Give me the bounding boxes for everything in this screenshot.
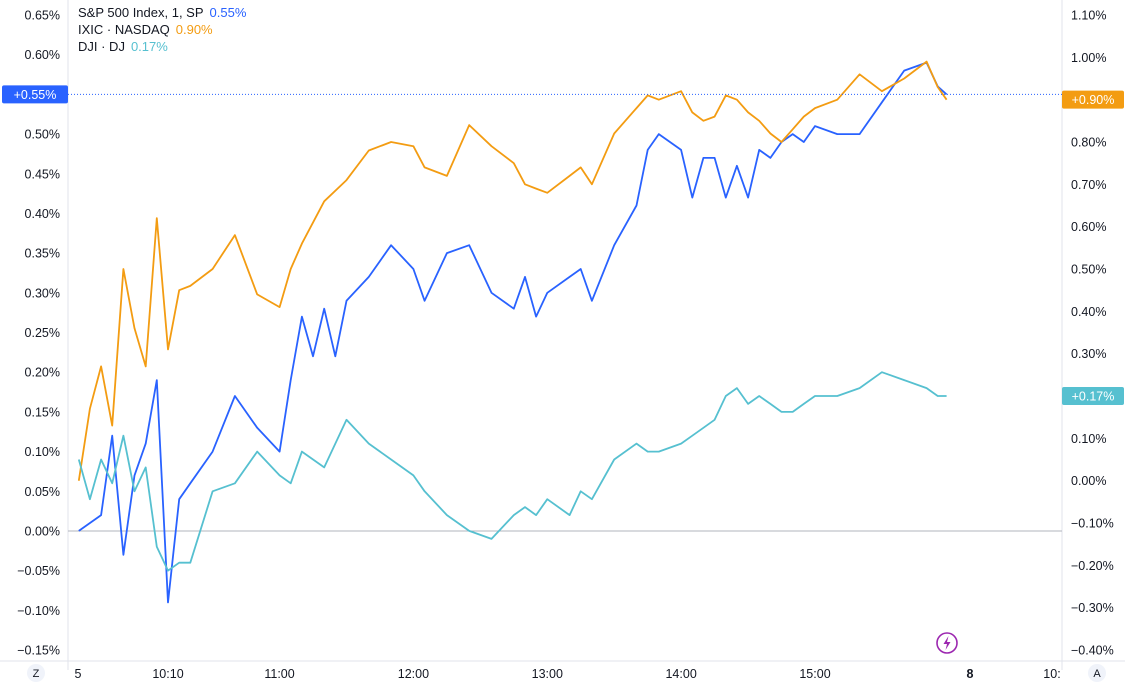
x-tick-label: 12:00 (398, 667, 429, 681)
x-tick-label: 10: (1043, 667, 1060, 681)
y-left-tick-label: 0.35% (25, 247, 60, 261)
y-right-tick-label: 0.40% (1071, 305, 1106, 319)
auto-scale-button[interactable] (1088, 664, 1106, 682)
legend: S&P 500 Index, 1, SP 0.55% IXIC · NASDAQ 0… (78, 4, 246, 55)
y-right-tick-label: 0.10% (1071, 432, 1106, 446)
y-left-tick-label: 0.20% (25, 366, 60, 380)
y-left-tick-label: 0.50% (25, 128, 60, 142)
zoom-button[interactable] (27, 664, 45, 682)
legend-value-ixic: 0.90% (175, 22, 213, 37)
y-left-tick-label: 0.60% (25, 48, 60, 62)
y-left-tick-label: 0.40% (25, 207, 60, 221)
legend-label-ixic: IXIC · NASDAQ (78, 22, 170, 37)
lightning-glyph-icon (943, 636, 951, 650)
spx-line[interactable] (78, 61, 948, 604)
y-right-tick-label: 0.50% (1071, 263, 1106, 277)
y-right-tick-label: −0.20% (1071, 559, 1114, 573)
y-right-tick-label: −0.40% (1071, 644, 1114, 658)
auto-scale-button-label: A (1093, 668, 1101, 680)
y-right-tick-label: 0.80% (1071, 136, 1106, 150)
x-tick-label: 5 (75, 667, 82, 681)
y-right-tick-label: −0.30% (1071, 601, 1114, 615)
y-left-tick-label: 0.15% (25, 405, 60, 419)
y-left-tick-label: 0.00% (25, 524, 60, 538)
ixic-line[interactable] (77, 60, 948, 481)
x-tick-label: 10:10 (152, 667, 183, 681)
y-right-tick-label: 1.10% (1071, 9, 1106, 23)
ixic-value-badge (1062, 90, 1124, 109)
dji-line[interactable] (77, 371, 947, 572)
y-right-tick-label: 0.30% (1071, 347, 1106, 361)
dji-value-badge (1062, 387, 1124, 405)
legend-label-dji: DJI · DJ (78, 39, 125, 54)
legend-row-ixic[interactable]: IXIC · NASDAQ 0.90% (78, 21, 246, 38)
y-left-tick-label: 0.10% (25, 445, 60, 459)
y-right-tick-label: 0.60% (1071, 220, 1106, 234)
legend-row-spx[interactable]: S&P 500 Index, 1, SP 0.55% (78, 4, 246, 21)
y-left-tick-label: 0.30% (25, 286, 60, 300)
spx-value-badge-text: +0.55% (14, 88, 57, 102)
y-right-tick-label: −0.10% (1071, 517, 1114, 531)
y-right-tick-label: 0.70% (1071, 178, 1106, 192)
y-left-tick-label: 0.05% (25, 485, 60, 499)
y-right-tick-label: 1.00% (1071, 51, 1106, 65)
y-right-tick-label: 0.00% (1071, 474, 1106, 488)
legend-value-dji: 0.17% (130, 39, 168, 54)
legend-value-spx: 0.55% (209, 5, 247, 20)
legend-label-spx: S&P 500 Index, 1, SP (78, 5, 204, 20)
y-left-tick-label: 0.25% (25, 326, 60, 340)
x-tick-label: 13:00 (532, 667, 563, 681)
spx-value-badge (2, 85, 68, 104)
dji-value-badge-text: +0.17% (1072, 390, 1115, 404)
y-left-tick-label: 0.65% (25, 9, 60, 23)
y-left-tick-label: −0.15% (17, 644, 60, 658)
x-tick-label: 15:00 (799, 667, 830, 681)
y-left-tick-label: 0.45% (25, 167, 60, 181)
x-tick-label: 14:00 (665, 667, 696, 681)
legend-row-dji[interactable]: DJI · DJ 0.17% (78, 38, 246, 55)
ixic-value-badge-text: +0.90% (1072, 93, 1115, 107)
x-tick-label: 11:00 (264, 667, 294, 681)
y-left-tick-label: −0.05% (17, 564, 60, 578)
zoom-button-label: Z (33, 668, 40, 680)
x-tick-label: 8 (967, 667, 974, 681)
y-left-tick-label: −0.10% (17, 604, 60, 618)
